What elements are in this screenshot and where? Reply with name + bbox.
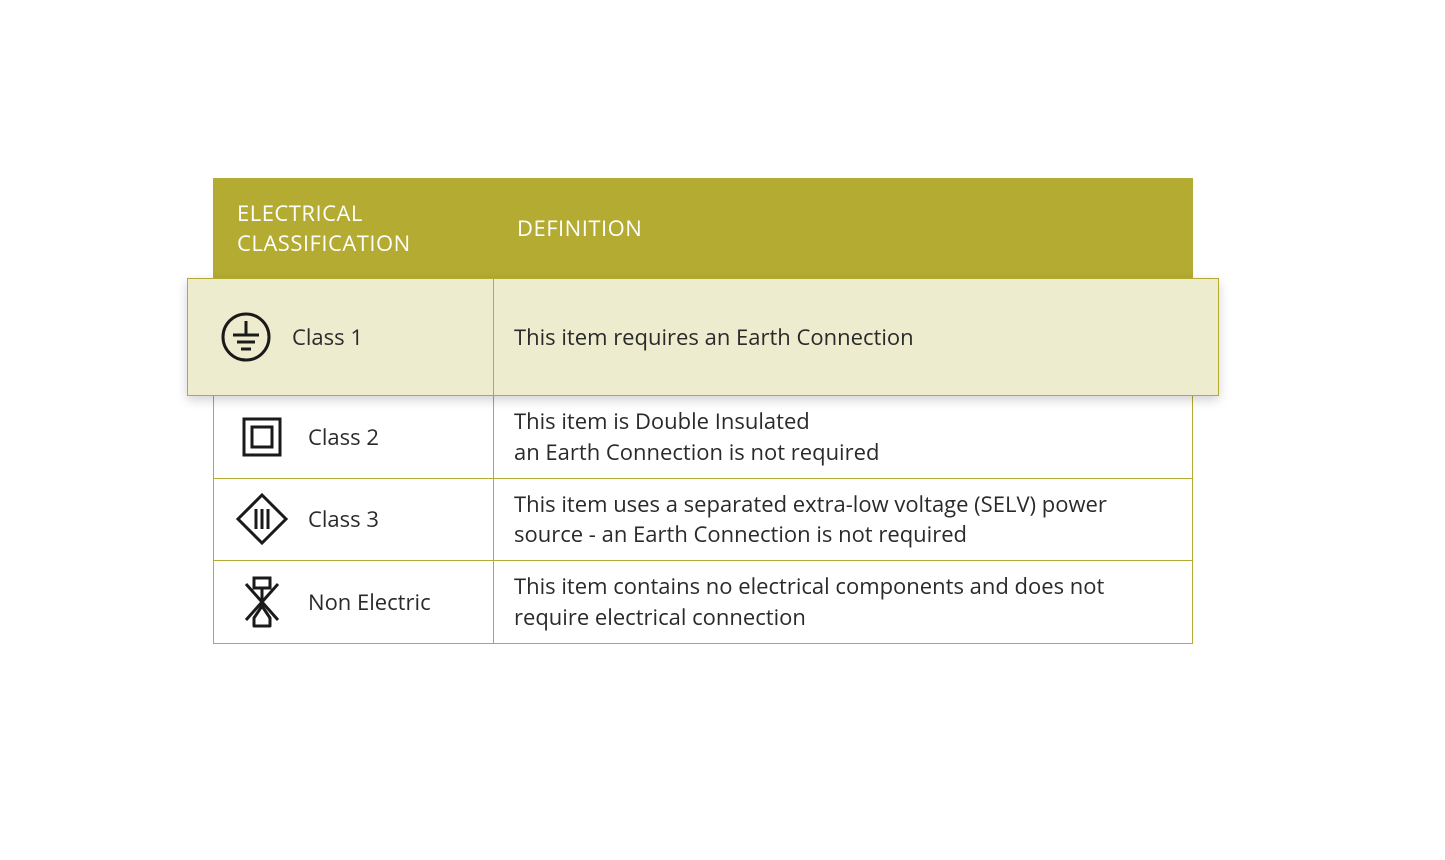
electrical-classification-table: ELECTRICAL CLASSIFICATION DEFINITION	[213, 178, 1193, 644]
classification-cell: Class 3	[214, 479, 494, 561]
table-row: Class 2 This item is Double Insulated an…	[213, 396, 1193, 479]
classification-cell: Class 2	[214, 396, 494, 478]
definition-text: This item requires an Earth Connection	[514, 322, 914, 353]
table-row: Class 1 This item requires an Earth Conn…	[187, 278, 1219, 396]
table-body: Class 1 This item requires an Earth Conn…	[213, 278, 1193, 644]
double-insulated-icon	[234, 409, 290, 465]
table-header: ELECTRICAL CLASSIFICATION DEFINITION	[213, 178, 1193, 278]
earth-icon	[218, 309, 274, 365]
classification-cell: Class 1	[188, 279, 494, 395]
definition-cell: This item uses a separated extra-low vol…	[494, 479, 1192, 561]
header-classification: ELECTRICAL CLASSIFICATION	[213, 178, 493, 278]
classification-label: Non Electric	[308, 587, 431, 617]
definition-text: This item is Double Insulated an Earth C…	[514, 406, 879, 468]
header-definition: DEFINITION	[493, 178, 1193, 278]
header-classification-line1: ELECTRICAL	[237, 198, 363, 228]
selv-icon	[234, 491, 290, 547]
table-row: Class 3 This item uses a separated extra…	[213, 479, 1193, 562]
non-electric-icon	[234, 574, 290, 630]
definition-cell: This item contains no electrical compone…	[494, 561, 1192, 643]
header-classification-line2: CLASSIFICATION	[237, 228, 411, 258]
classification-label: Class 1	[292, 322, 363, 352]
definition-cell: This item requires an Earth Connection	[494, 279, 1218, 395]
classification-label: Class 2	[308, 422, 379, 452]
definition-text: This item uses a separated extra-low vol…	[514, 489, 1172, 551]
classification-cell: Non Electric	[214, 561, 494, 643]
classification-label: Class 3	[308, 504, 379, 534]
definition-cell: This item is Double Insulated an Earth C…	[494, 396, 1192, 478]
definition-text: This item contains no electrical compone…	[514, 571, 1172, 633]
table-row: Non Electric This item contains no elect…	[213, 561, 1193, 644]
